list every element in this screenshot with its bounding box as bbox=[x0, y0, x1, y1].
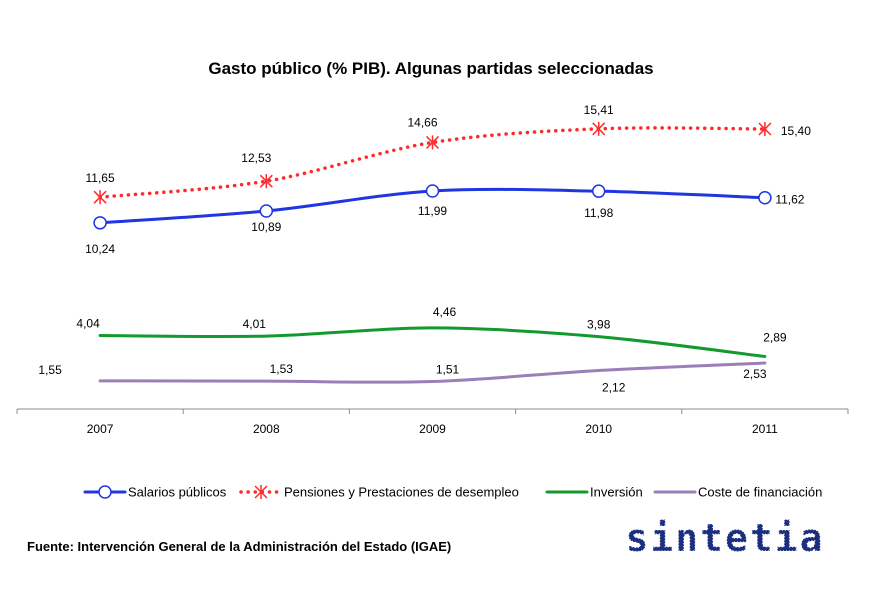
data-label: 4,46 bbox=[433, 305, 457, 319]
data-label: 11,62 bbox=[775, 193, 804, 207]
data-point bbox=[93, 190, 107, 205]
data-label: 10,24 bbox=[85, 242, 115, 256]
data-point bbox=[758, 122, 772, 136]
legend-item: Inversión bbox=[545, 485, 643, 500]
logo-text: sintetia bbox=[625, 516, 824, 560]
chart-title: Gasto público (% PIB). Algunas partidas … bbox=[208, 59, 653, 78]
data-label: 1,55 bbox=[38, 363, 62, 377]
legend-marker bbox=[98, 485, 112, 499]
legend-marker bbox=[254, 485, 268, 499]
legend-item: Coste de financiación bbox=[653, 485, 822, 500]
data-label: 11,98 bbox=[584, 206, 613, 220]
data-label: 2,89 bbox=[763, 330, 787, 344]
data-label: 11,99 bbox=[418, 204, 447, 218]
series-coste-de-financiaci-n: 1,55 1,53 1,51 2,12 2,53 bbox=[38, 361, 767, 394]
plot-area: 2007 2008 2009 2010 2011 10,24 10,89 11,99 11,98… bbox=[16, 103, 849, 436]
data-point bbox=[592, 121, 606, 136]
data-label: 2,53 bbox=[743, 367, 767, 381]
data-point bbox=[591, 184, 606, 198]
data-label: 3,98 bbox=[587, 318, 611, 332]
series-pensiones-y-prestaciones-de-desempleo: 11,65 12,53 14,66 15,41 15,40 bbox=[86, 103, 811, 205]
data-label: 12,53 bbox=[241, 151, 271, 165]
series-line bbox=[98, 361, 767, 384]
x-tick-label: 2011 bbox=[752, 422, 778, 436]
data-label: 15,40 bbox=[781, 124, 811, 138]
x-tick-label: 2010 bbox=[585, 422, 612, 436]
data-point bbox=[425, 184, 440, 198]
series-salarios-p-blicos: 10,24 10,89 11,99 11,98 11,62 bbox=[85, 184, 805, 256]
legend-item: Pensiones y Prestaciones de desempleo bbox=[239, 485, 519, 500]
data-label: 14,66 bbox=[407, 115, 437, 129]
x-tick-label: 2009 bbox=[419, 422, 446, 436]
legend-item: Salarios públicos bbox=[83, 485, 227, 500]
data-label: 11,65 bbox=[86, 171, 115, 185]
data-label: 15,41 bbox=[584, 103, 614, 117]
x-tick-label: 2008 bbox=[253, 422, 280, 436]
legend-label: Salarios públicos bbox=[128, 485, 227, 500]
data-point bbox=[758, 190, 772, 205]
sintetia-logo: sintetia bbox=[625, 515, 824, 560]
data-label: 2,12 bbox=[602, 380, 626, 394]
data-label: 4,01 bbox=[243, 317, 267, 331]
legend-label: Inversión bbox=[590, 485, 643, 500]
data-point bbox=[425, 135, 440, 150]
source-note: Fuente: Intervención General de la Admin… bbox=[27, 539, 452, 554]
legend-label: Pensiones y Prestaciones de desempleo bbox=[284, 485, 519, 500]
data-label: 1,53 bbox=[270, 362, 294, 376]
x-tick-label: 2007 bbox=[87, 422, 114, 436]
series-inversi-n: 4,04 4,01 4,46 3,98 2,89 bbox=[76, 305, 787, 358]
data-point bbox=[259, 204, 274, 218]
data-label: 4,04 bbox=[76, 317, 100, 331]
data-point bbox=[259, 174, 273, 189]
legend: Salarios públicos Pensiones y Prestacione… bbox=[83, 485, 822, 500]
series-line bbox=[98, 326, 767, 358]
data-label: 1,51 bbox=[436, 363, 460, 377]
series-line bbox=[98, 126, 767, 199]
data-label: 10,89 bbox=[251, 220, 281, 234]
data-point bbox=[93, 216, 107, 230]
legend-label: Coste de financiación bbox=[698, 485, 822, 500]
